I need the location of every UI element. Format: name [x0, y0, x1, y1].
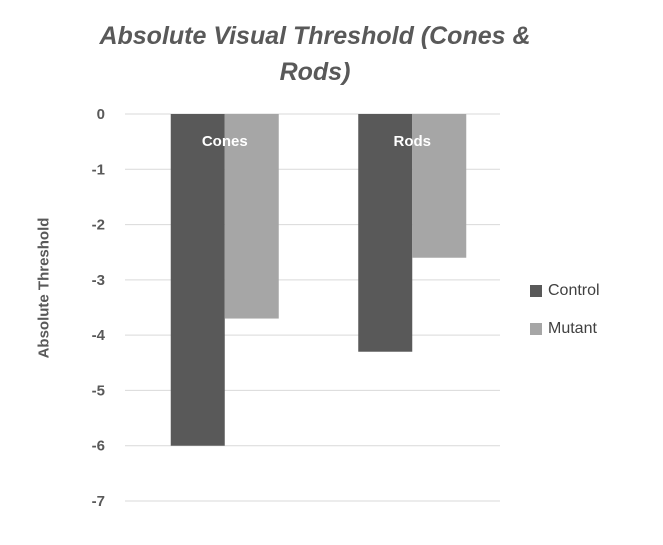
legend-swatch-mutant	[530, 323, 542, 335]
y-tick-label: -2	[92, 217, 105, 234]
bar-control-rods	[358, 114, 413, 352]
y-tick-label: -5	[92, 382, 105, 399]
category-label-rods: Rods	[394, 133, 432, 150]
y-tick-label: -4	[92, 327, 106, 344]
bar-mutant-rods	[412, 114, 467, 258]
y-tick-label: -6	[92, 438, 105, 455]
bar-mutant-cones	[224, 114, 279, 319]
legend-swatch-control	[530, 285, 542, 297]
legend-label-mutant: Mutant	[548, 320, 597, 337]
y-tick-label: -3	[92, 272, 105, 289]
y-tick-label: -1	[92, 161, 105, 178]
bar-control-cones	[170, 114, 225, 446]
legend: Control Mutant	[530, 280, 600, 356]
legend-item-control: Control	[530, 280, 600, 302]
category-label-cones: Cones	[202, 133, 248, 150]
chart-title: Absolute Visual Threshold (Cones & Rods)	[99, 22, 531, 86]
y-tick-label: -7	[92, 493, 105, 510]
y-tick-label: 0	[97, 106, 105, 123]
legend-item-mutant: Mutant	[530, 318, 600, 340]
legend-label-control: Control	[548, 282, 600, 299]
